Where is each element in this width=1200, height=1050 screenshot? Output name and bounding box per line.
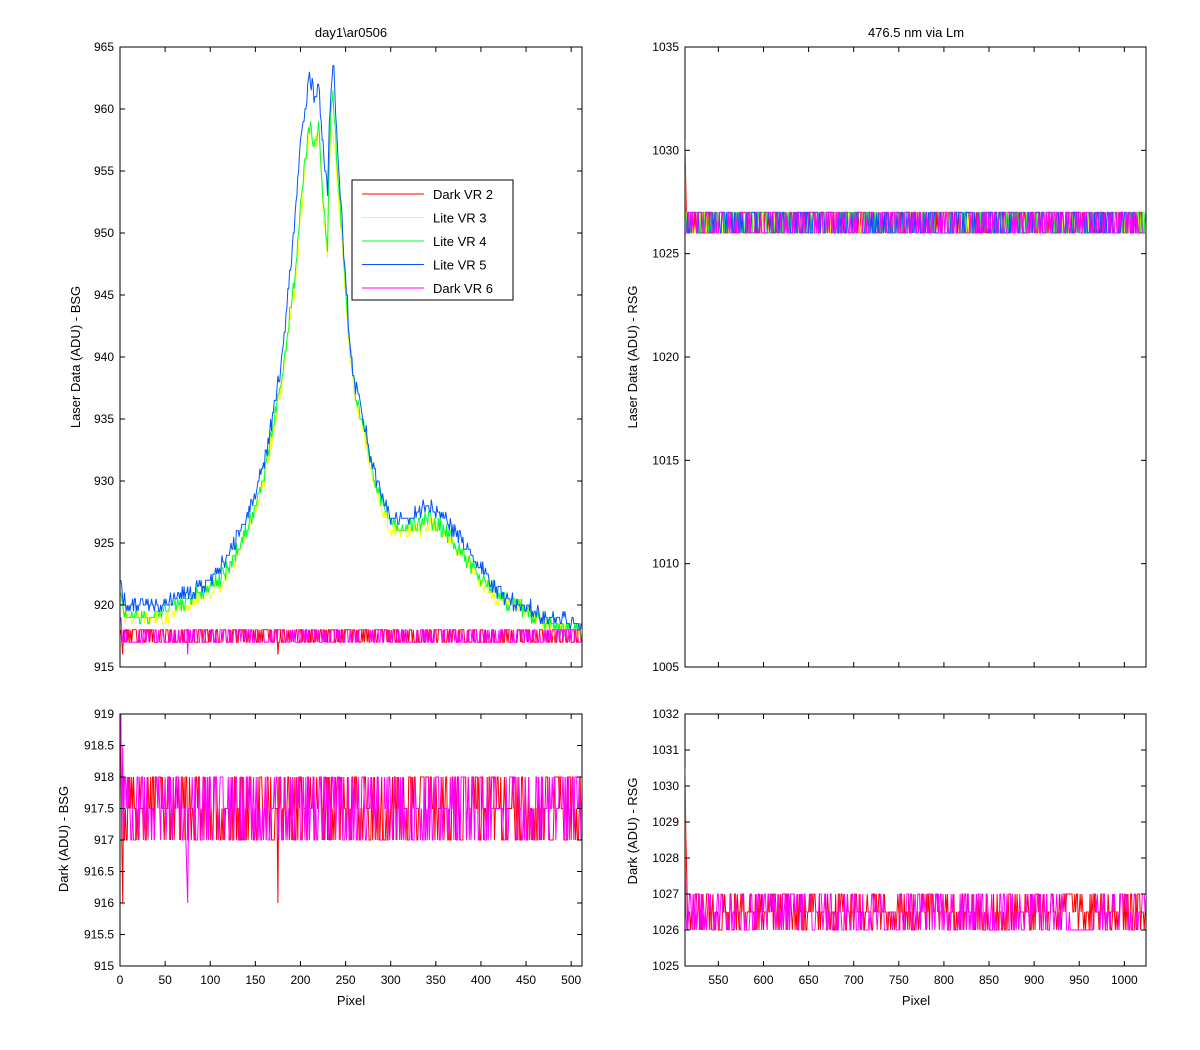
x-tick-label: 750 bbox=[889, 973, 909, 987]
series-clip-group bbox=[685, 139, 1146, 234]
plot-area-top-right bbox=[684, 46, 1147, 668]
y-tick-label: 1027 bbox=[652, 887, 679, 901]
y-tick-label: 955 bbox=[94, 164, 114, 178]
y-tick-label: 935 bbox=[94, 412, 114, 426]
series-clip-group bbox=[120, 65, 582, 655]
y-tick-label: 1029 bbox=[652, 815, 679, 829]
panel-bottom-right: Dark (ADU) - RSG 1025 1026 1027 1028 1029 103… bbox=[625, 707, 1147, 1008]
x-tick-label: 200 bbox=[290, 973, 310, 987]
series-line-dark-vr-6 bbox=[120, 617, 582, 655]
x-tick-label: 100 bbox=[200, 973, 220, 987]
y-axis-label-bottom-right: Dark (ADU) - RSG bbox=[625, 778, 640, 885]
x-tick-label: 450 bbox=[516, 973, 536, 987]
series-line-dark-vr-2 bbox=[685, 767, 1146, 931]
y-tick-label: 1035 bbox=[652, 40, 679, 54]
x-tick-label: 350 bbox=[426, 973, 446, 987]
series-clip-group bbox=[120, 714, 582, 904]
legend-label: Dark VR 2 bbox=[433, 187, 493, 202]
y-tick-label: 960 bbox=[94, 102, 114, 116]
y-tick-label: 1025 bbox=[652, 247, 679, 261]
x-tick-label: 950 bbox=[1069, 973, 1089, 987]
series-clip-group bbox=[685, 767, 1146, 931]
x-tick-label: 400 bbox=[471, 973, 491, 987]
x-tick-label: 850 bbox=[979, 973, 999, 987]
series-line-lite-vr-5 bbox=[120, 65, 582, 631]
x-tick-label: 900 bbox=[1024, 973, 1044, 987]
y-tick-label: 945 bbox=[94, 288, 114, 302]
y-tick-label: 1005 bbox=[652, 660, 679, 674]
tick-layer-top-right: 1005 1010 1015 1020 1025 1030 1035 bbox=[652, 40, 1146, 674]
y-axis-label-top-right: Laser Data (ADU) - RSG bbox=[625, 285, 640, 428]
y-tick-label: 1028 bbox=[652, 851, 679, 865]
y-tick-label: 917.5 bbox=[84, 802, 114, 816]
x-tick-label: 150 bbox=[245, 973, 265, 987]
x-axis-label-bottom-right: Pixel bbox=[902, 993, 930, 1008]
series-layer-top-left bbox=[120, 65, 582, 655]
tick-layer-bottom-right: 1025 1026 1027 1028 1029 1030 1031 1032 550 600 65… bbox=[652, 707, 1146, 987]
x-tick-label: 700 bbox=[844, 973, 864, 987]
y-tick-label: 919 bbox=[94, 707, 114, 721]
y-tick-label: 1020 bbox=[652, 350, 679, 364]
y-tick-label: 940 bbox=[94, 350, 114, 364]
y-axis-label-bottom-left: Dark (ADU) - BSG bbox=[56, 786, 71, 892]
panel-top-left: day1\ar0506 Laser Data (ADU) - BSG 915 92… bbox=[68, 25, 583, 674]
y-tick-label: 916 bbox=[94, 896, 114, 910]
tick-layer-bottom-left: 915 915.5 916 916.5 917 917.5 918 918.5 919 0 50 10… bbox=[84, 707, 582, 987]
series-line-lite-vr-4 bbox=[120, 90, 582, 637]
series-layer-bottom-right bbox=[685, 767, 1146, 931]
y-tick-label: 918.5 bbox=[84, 739, 114, 753]
panel-title-top-right: 476.5 nm via Lm bbox=[868, 25, 964, 40]
x-tick-label: 250 bbox=[336, 973, 356, 987]
y-tick-label: 918 bbox=[94, 770, 114, 784]
y-tick-label: 917 bbox=[94, 833, 114, 847]
legend-label: Lite VR 5 bbox=[433, 258, 486, 273]
x-tick-label: 50 bbox=[158, 973, 172, 987]
x-tick-label: 0 bbox=[117, 973, 124, 987]
x-tick-label: 1000 bbox=[1111, 973, 1138, 987]
x-tick-label: 300 bbox=[381, 973, 401, 987]
legend-label: Dark VR 6 bbox=[433, 281, 493, 296]
series-layer-bottom-left bbox=[120, 714, 582, 904]
y-tick-label: 920 bbox=[94, 598, 114, 612]
series-line-dark-vr-6 bbox=[685, 803, 1146, 931]
legend: Dark VR 2 Lite VR 3 Lite VR 4 Lite VR 5 Dark… bbox=[351, 179, 514, 301]
y-tick-label: 1025 bbox=[652, 959, 679, 973]
panel-bottom-left: Dark (ADU) - BSG 915 915.5 916 916.5 917 917.… bbox=[56, 707, 583, 1008]
panel-top-right: 476.5 nm via Lm Laser Data (ADU) - RSG 1… bbox=[625, 25, 1147, 674]
y-tick-label: 1030 bbox=[652, 779, 679, 793]
y-tick-label: 915 bbox=[94, 660, 114, 674]
y-tick-label: 1015 bbox=[652, 453, 679, 467]
legend-label: Lite VR 3 bbox=[433, 211, 486, 226]
y-tick-label: 916.5 bbox=[84, 865, 114, 879]
series-line-dark-vr-6 bbox=[685, 170, 1146, 234]
y-tick-label: 915 bbox=[94, 959, 114, 973]
x-tick-label: 650 bbox=[799, 973, 819, 987]
y-tick-label: 1030 bbox=[652, 143, 679, 157]
panel-title-top-left: day1\ar0506 bbox=[315, 25, 387, 40]
series-line-dark-vr-6 bbox=[120, 714, 582, 904]
legend-label: Lite VR 4 bbox=[433, 234, 486, 249]
x-tick-label: 500 bbox=[561, 973, 581, 987]
x-tick-label: 600 bbox=[753, 973, 773, 987]
x-tick-label: 550 bbox=[708, 973, 728, 987]
y-tick-label: 1026 bbox=[652, 923, 679, 937]
y-tick-label: 1010 bbox=[652, 557, 679, 571]
x-tick-label: 800 bbox=[934, 973, 954, 987]
y-tick-label: 950 bbox=[94, 226, 114, 240]
x-axis-label-bottom-left: Pixel bbox=[337, 993, 365, 1008]
y-tick-label: 925 bbox=[94, 536, 114, 550]
series-layer-top-right bbox=[685, 139, 1146, 234]
legend-box bbox=[351, 179, 514, 301]
y-tick-label: 1031 bbox=[652, 743, 679, 757]
y-axis-label-top-left: Laser Data (ADU) - BSG bbox=[68, 286, 83, 428]
tick-layer-top-left: 915 920 925 930 935 940 945 950 955 960 965 bbox=[94, 40, 582, 674]
y-tick-label: 930 bbox=[94, 474, 114, 488]
y-tick-label: 915.5 bbox=[84, 928, 114, 942]
y-tick-label: 1032 bbox=[652, 707, 679, 721]
y-tick-label: 965 bbox=[94, 40, 114, 54]
